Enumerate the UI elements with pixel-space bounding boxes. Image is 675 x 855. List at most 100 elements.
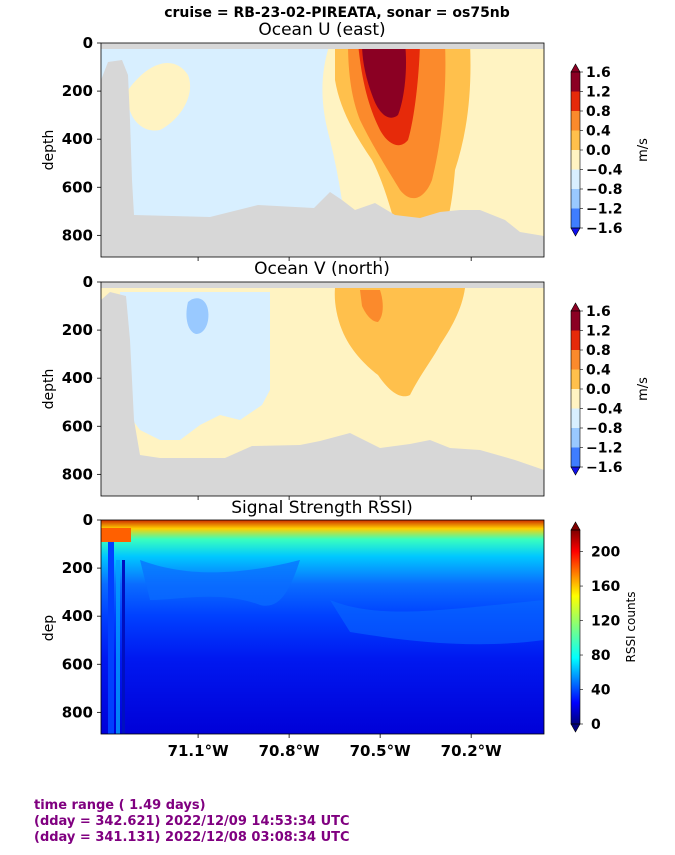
ytick-label-600: 600 xyxy=(62,417,93,435)
cbar-level-2 xyxy=(571,350,580,370)
rssi-cbar-tick-label-1: 160 xyxy=(591,579,620,595)
u-yticks: 0 200 400 600 800 xyxy=(62,34,101,244)
cbar-unit-label: m/s xyxy=(636,138,651,162)
rssi-stripe-2 xyxy=(116,560,120,734)
footer-end-time: (dday = 342.621) 2022/12/09 14:53:34 UTC xyxy=(34,814,350,829)
cbar-tick-label-2: 0.8 xyxy=(586,104,611,120)
cbar-level-2 xyxy=(571,111,580,131)
u-land-mask xyxy=(101,60,544,257)
rssi-cbar-extend-max xyxy=(570,521,581,531)
cbar-tick-label-5: −0.4 xyxy=(586,163,623,179)
cbar-tick-label-0: 1.6 xyxy=(586,65,611,81)
cbar-level-3 xyxy=(571,369,580,389)
ytick-label-200: 200 xyxy=(62,82,93,100)
rssi-field xyxy=(101,520,544,734)
rssi-cbar-extend-min xyxy=(570,723,581,733)
panel-title-rssi: Signal Strength RSSI) xyxy=(231,498,413,518)
rssi-surface-hot xyxy=(101,528,131,542)
v-axes-frame xyxy=(100,281,545,497)
rssi-cbar-tick-label-0: 200 xyxy=(591,545,620,561)
cbar-extend-min xyxy=(570,466,581,476)
ytick-label-400: 400 xyxy=(62,369,93,387)
rssi-yticks: 0 200 400 600 800 xyxy=(62,511,101,721)
xtick-label-3: 70.2°W xyxy=(441,742,503,760)
figure-suptitle: cruise = RB-23-02-PIREATA, sonar = os75n… xyxy=(164,5,510,21)
ytick-label-600: 600 xyxy=(62,655,93,673)
cbar-tick-label-7: −1.2 xyxy=(586,202,623,218)
cbar-level-7 xyxy=(571,208,580,228)
cbar-tick-label-6: −0.8 xyxy=(586,182,623,198)
time-range-footer: time range ( 1.49 days) (dday = 342.621)… xyxy=(34,798,350,846)
cbar-level-7 xyxy=(571,447,580,467)
ytick-label-200: 200 xyxy=(62,559,93,577)
rssi-cbar-gradient xyxy=(571,530,580,724)
cbar-tick-label-8: −1.6 xyxy=(586,460,623,476)
rssi-cbar-tick-label-3: 80 xyxy=(591,648,611,664)
cbar-extend-min xyxy=(570,227,581,237)
rssi-cbar-frame xyxy=(570,529,581,725)
cbar-tick-label-3: 0.4 xyxy=(586,363,611,379)
panel-title-ocean-u: Ocean U (east) xyxy=(258,20,385,40)
cbar-level-0 xyxy=(571,311,580,331)
v-ylabel: depth xyxy=(41,369,57,410)
footer-start-time: (dday = 341.131) 2022/12/08 03:08:34 UTC xyxy=(34,830,350,845)
ytick-label-0: 0 xyxy=(83,511,93,529)
u-ylabel: depth xyxy=(41,130,57,171)
ytick-label-200: 200 xyxy=(62,321,93,339)
cbar-tick-label-7: −1.2 xyxy=(586,441,623,457)
cbar-level-5 xyxy=(571,169,580,189)
u-xticks xyxy=(197,257,472,261)
v-patch-south-core xyxy=(186,298,209,334)
rssi-cbar-tick-label-4: 40 xyxy=(591,683,611,699)
v-patch-south-west xyxy=(120,292,270,440)
cbar-tick-label-3: 0.4 xyxy=(586,124,611,140)
footer-time-range: time range ( 1.49 days) xyxy=(34,798,206,813)
cbar-tick-label-8: −1.6 xyxy=(586,221,623,237)
rssi-colorbar: 200 160 120 80 40 0 RSSI counts xyxy=(570,521,638,733)
cbar-level-0 xyxy=(571,72,580,92)
v-yticks: 0 200 400 600 800 xyxy=(62,273,101,483)
cbar-level-1 xyxy=(571,330,580,350)
cbar-tick-label-4: 0.0 xyxy=(586,143,611,159)
cbar-unit-label: m/s xyxy=(636,377,651,401)
v-land-mask xyxy=(101,292,544,496)
cbar-level-6 xyxy=(571,428,580,448)
cbar-tick-label-1: 1.2 xyxy=(586,324,611,340)
ytick-label-0: 0 xyxy=(83,34,93,52)
ytick-label-800: 800 xyxy=(62,703,93,721)
v-surface-mask xyxy=(101,282,544,288)
u-surface-mask xyxy=(101,43,544,49)
v-band-0-8 xyxy=(360,290,383,322)
xtick-label-2: 70.5°W xyxy=(350,742,412,760)
u-colorbar: 1.6 1.2 0.8 0.4 0.0 −0.4 −0.8 −1.2 −1.6 m/s xyxy=(570,63,651,237)
rssi-xticks: 71.1°W 70.8°W 70.5°W 70.2°W xyxy=(168,734,503,760)
cbar-extend-max xyxy=(570,302,581,312)
panel-title-ocean-v: Ocean V (north) xyxy=(254,259,390,279)
ytick-label-600: 600 xyxy=(62,178,93,196)
ytick-label-0: 0 xyxy=(83,273,93,291)
rssi-ylabel: dep xyxy=(41,615,57,642)
u-jet-core xyxy=(362,43,407,118)
ytick-label-400: 400 xyxy=(62,130,93,148)
cbar-tick-label-6: −0.8 xyxy=(586,421,623,437)
cbar-level-4 xyxy=(571,150,580,170)
xtick-label-0: 71.1°W xyxy=(168,742,230,760)
rssi-axes-frame xyxy=(100,519,545,735)
ytick-label-800: 800 xyxy=(62,465,93,483)
u-axes-frame xyxy=(100,42,545,258)
cbar-level-5 xyxy=(571,408,580,428)
v-xticks xyxy=(197,496,472,500)
cbar-level-6 xyxy=(571,189,580,209)
cbar-extend-max xyxy=(570,63,581,73)
ocean-u-field xyxy=(101,43,544,257)
rssi-cbar-tick-label-2: 120 xyxy=(591,614,620,630)
cbar-level-4 xyxy=(571,389,580,409)
cbar-tick-label-1: 1.2 xyxy=(586,85,611,101)
cbar-tick-label-2: 0.8 xyxy=(586,343,611,359)
rssi-cbar-label: RSSI counts xyxy=(624,591,638,662)
cbar-level-1 xyxy=(571,91,580,111)
ocean-v-field xyxy=(101,282,544,496)
rssi-stripe-3 xyxy=(122,560,125,734)
